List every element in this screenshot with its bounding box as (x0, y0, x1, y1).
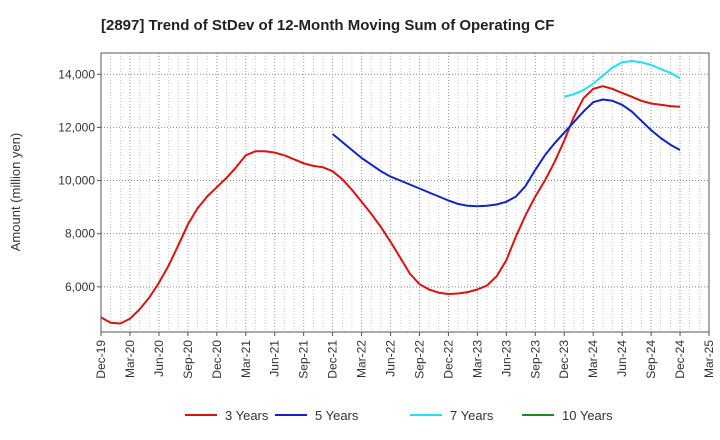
legend-label: 5 Years (315, 408, 359, 423)
y-tick-label: 8,000 (65, 227, 95, 241)
x-tick-label: Jun-23 (499, 340, 513, 377)
x-tick-label: Mar-21 (239, 340, 253, 378)
x-tick-label: Sep-20 (181, 340, 195, 379)
x-tick-label: Sep-22 (412, 340, 426, 379)
x-axis-ticks: Dec-19 Mar-20 Jun-20 Sep-20 Dec-20 Mar-21 Jun-… (94, 332, 716, 379)
x-tick-label: Jun-21 (268, 340, 282, 377)
legend-label: 7 Years (450, 408, 494, 423)
legend-label: 3 Years (225, 408, 269, 423)
series-line-7-years (563, 60, 681, 98)
x-tick-label: Dec-21 (326, 340, 340, 379)
x-tick-label: Dec-19 (94, 340, 108, 379)
x-tick-label: Dec-23 (557, 340, 571, 379)
y-tick-label: 6,000 (65, 280, 95, 294)
grid (100, 53, 710, 332)
series-line-5-years (331, 98, 681, 208)
x-tick-label: Mar-20 (123, 340, 137, 378)
series-line-3-years (100, 85, 681, 325)
x-tick-label: Jun-22 (384, 340, 398, 377)
x-tick-label: Mar-24 (586, 340, 600, 378)
series-layer (100, 60, 681, 325)
y-axis-ticks: 6,000 8,000 10,000 12,000 14,000 (58, 67, 101, 294)
y-axis-label: Amount (million yen) (8, 133, 23, 252)
x-tick-label: Dec-22 (441, 340, 455, 379)
y-tick-label: 14,000 (58, 67, 95, 81)
x-tick-label: Mar-22 (355, 340, 369, 378)
y-tick-label: 12,000 (58, 120, 95, 134)
legend-label: 10 Years (562, 408, 613, 423)
chart-title: [2897] Trend of StDev of 12-Month Moving… (101, 17, 554, 34)
x-tick-label: Dec-20 (210, 340, 224, 379)
y-tick-label: 10,000 (58, 174, 95, 188)
x-tick-label: Mar-25 (702, 340, 716, 378)
x-tick-label: Mar-23 (470, 340, 484, 378)
x-tick-label: Sep-21 (297, 340, 311, 379)
x-tick-label: Jun-24 (615, 340, 629, 377)
x-tick-label: Jun-20 (152, 340, 166, 377)
plot-frame (100, 52, 710, 333)
x-tick-label: Sep-24 (644, 340, 658, 379)
x-tick-label: Dec-24 (673, 340, 687, 379)
legend: 3 Years 5 Years 7 Years 10 Years (185, 408, 613, 423)
x-tick-label: Sep-23 (528, 340, 542, 379)
